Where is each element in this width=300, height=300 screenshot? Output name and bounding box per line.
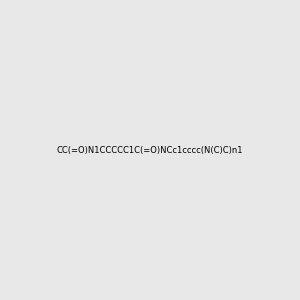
Text: CC(=O)N1CCCCC1C(=O)NCc1cccc(N(C)C)n1: CC(=O)N1CCCCC1C(=O)NCc1cccc(N(C)C)n1 <box>57 146 243 154</box>
